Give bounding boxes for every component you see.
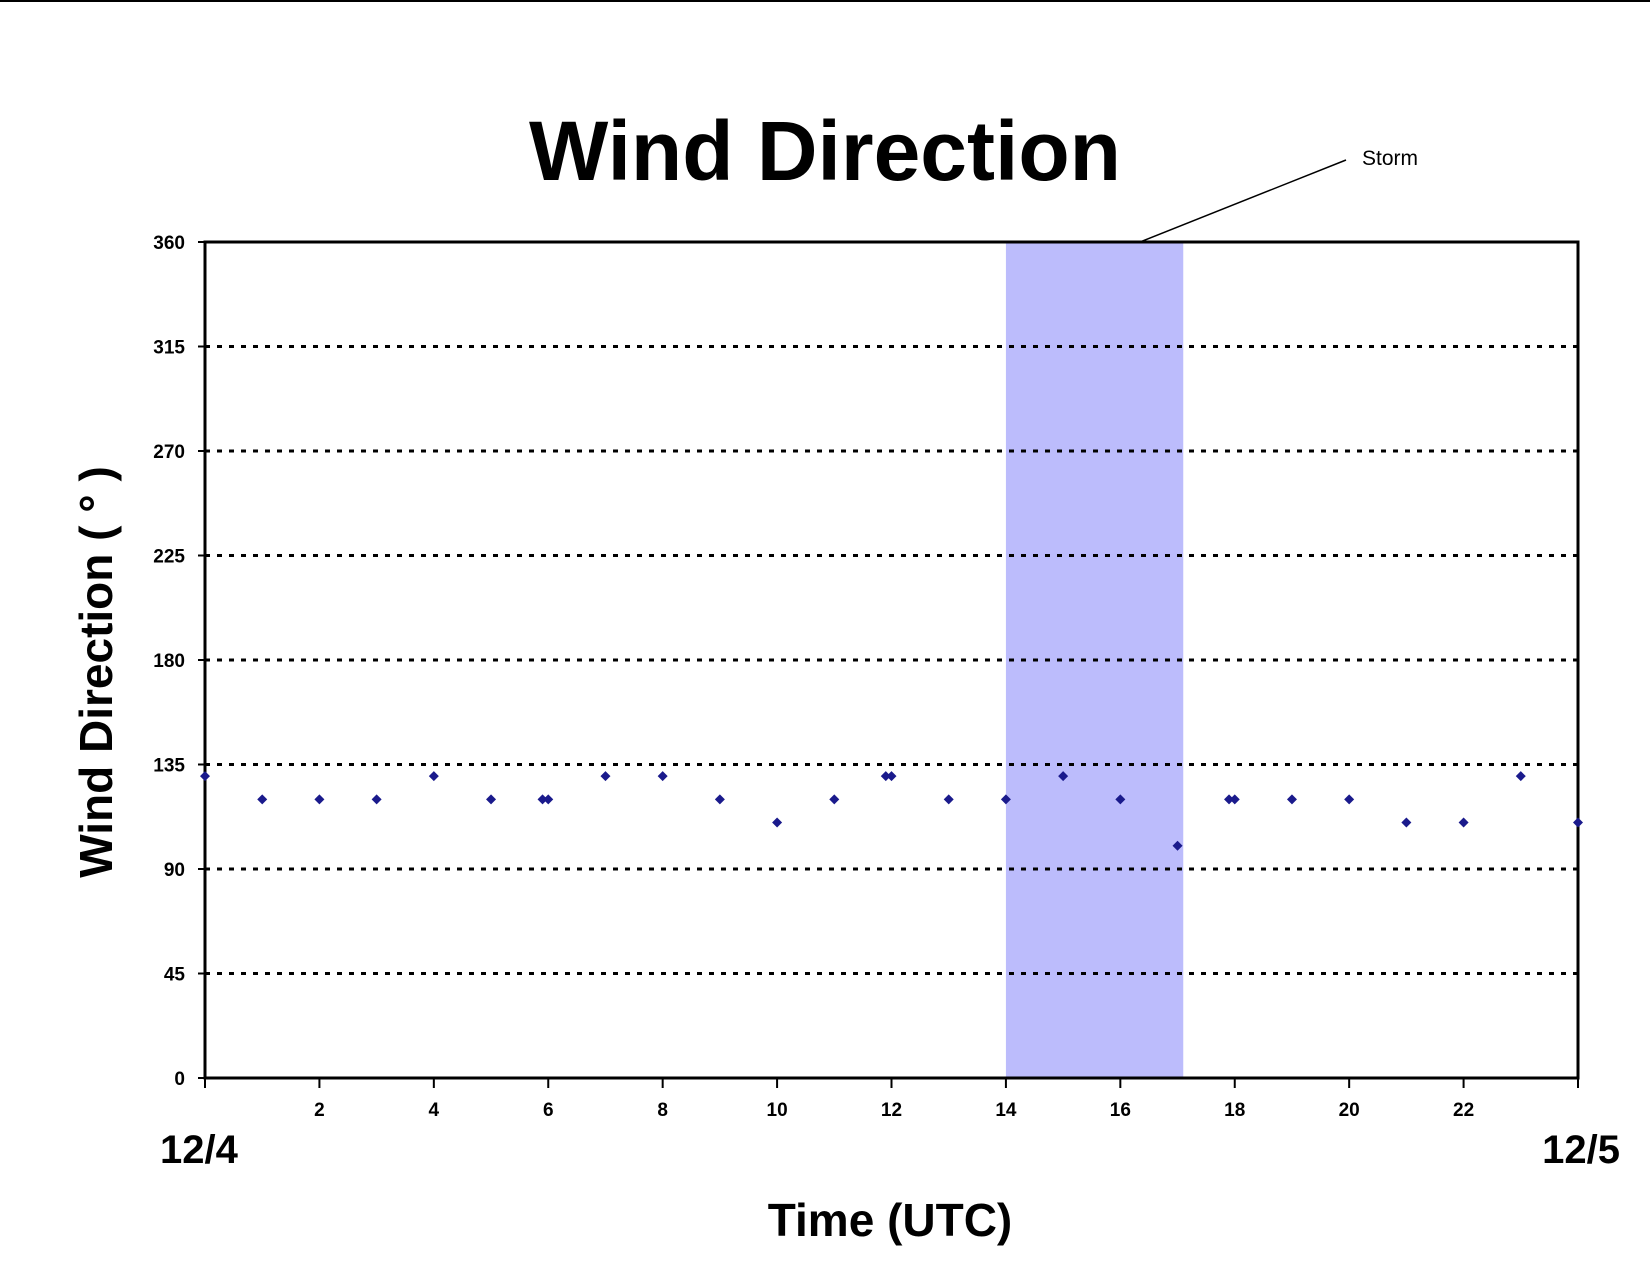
y-tick-label-225: 225 <box>153 547 185 568</box>
chart-title: Wind Direction <box>529 104 1121 198</box>
data-point <box>1515 771 1526 782</box>
data-point <box>200 771 210 782</box>
data-point <box>886 771 897 782</box>
x-tick-label-6: 6 <box>543 1100 554 1121</box>
data-point <box>1115 794 1126 805</box>
date-label-start: 12/4 <box>160 1128 239 1172</box>
y-tick-label-45: 45 <box>164 965 186 986</box>
x-tick-label-18: 18 <box>1224 1100 1245 1121</box>
date-label-end: 12/5 <box>1542 1128 1620 1172</box>
storm-label: Storm <box>1362 147 1418 170</box>
data-point <box>257 794 268 805</box>
y-axis-ticks: 0 45 90 135 180 225 270 315 360 <box>153 233 205 1090</box>
data-point <box>1000 794 1011 805</box>
data-point <box>1286 794 1297 805</box>
y-tick-label-315: 315 <box>153 338 185 359</box>
x-tick-label-22: 22 <box>1453 1100 1474 1121</box>
x-axis-ticks: 2 4 6 8 10 12 14 16 18 20 22 <box>204 1078 1579 1121</box>
data-point <box>543 794 554 805</box>
data-point <box>1224 794 1235 805</box>
data-point <box>829 794 840 805</box>
top-border-line <box>0 0 1650 2</box>
gridlines <box>205 345 1578 975</box>
data-point <box>537 794 548 805</box>
x-tick-label-14: 14 <box>995 1100 1017 1121</box>
data-point <box>1172 840 1183 851</box>
y-tick-label-270: 270 <box>153 442 185 463</box>
x-tick-label-16: 16 <box>1110 1100 1131 1121</box>
data-point <box>486 794 497 805</box>
y-tick-label-135: 135 <box>153 756 185 777</box>
data-point <box>657 771 668 782</box>
x-tick-label-20: 20 <box>1339 1100 1360 1121</box>
storm-leader-line <box>1139 159 1347 243</box>
data-point <box>600 771 611 782</box>
x-axis-title: Time (UTC) <box>768 1194 1013 1246</box>
y-axis-title: Wind Direction ( ° ) <box>70 466 122 878</box>
data-point <box>428 771 439 782</box>
y-tick-label-360: 360 <box>153 233 185 254</box>
x-tick-label-2: 2 <box>314 1100 325 1121</box>
data-point <box>1573 817 1583 828</box>
y-tick-label-0: 0 <box>174 1069 185 1090</box>
data-point <box>1458 817 1469 828</box>
data-point <box>714 794 725 805</box>
data-point <box>371 794 382 805</box>
data-point <box>880 771 891 782</box>
plot-frame <box>203 240 1580 1080</box>
y-tick-label-90: 90 <box>164 860 185 881</box>
data-point <box>1401 817 1412 828</box>
data-points <box>200 771 1583 851</box>
x-tick-label-8: 8 <box>657 1100 668 1121</box>
data-point <box>314 794 325 805</box>
storm-annotation: Storm <box>1005 147 1418 1078</box>
data-point <box>772 817 783 828</box>
data-point <box>943 794 954 805</box>
data-point <box>1344 794 1355 805</box>
y-tick-label-180: 180 <box>153 651 185 672</box>
data-point <box>1229 794 1240 805</box>
x-tick-label-4: 4 <box>429 1100 440 1121</box>
x-tick-label-10: 10 <box>767 1100 788 1121</box>
x-tick-label-12: 12 <box>881 1100 902 1121</box>
data-point <box>1058 771 1069 782</box>
